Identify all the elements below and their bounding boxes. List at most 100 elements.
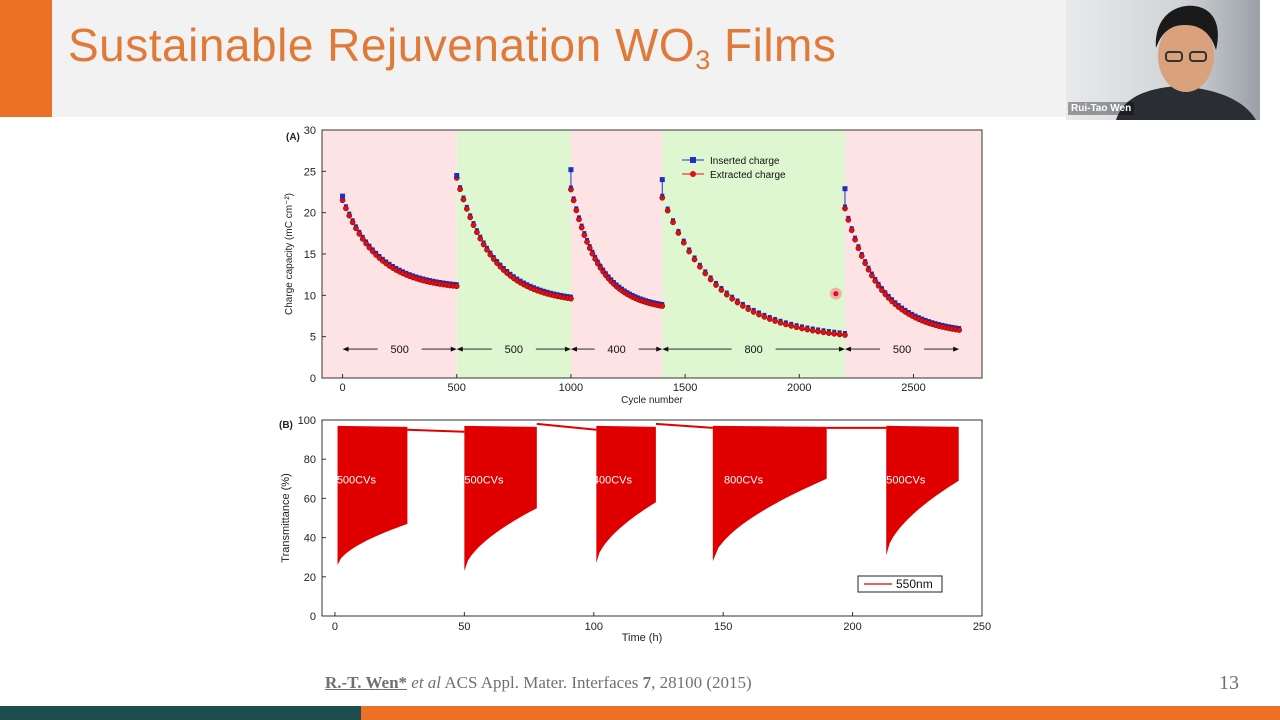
region-1 <box>456 130 571 378</box>
extracted-charge-point <box>576 216 582 223</box>
extracted-charge-point <box>359 236 366 242</box>
region-0 <box>322 130 457 378</box>
legend-box <box>857 575 943 593</box>
extracted-charge-point <box>956 327 963 333</box>
extracted-charge-point <box>349 219 356 226</box>
cycle-arrowhead-right <box>564 346 571 352</box>
y-tick-label: 0 <box>310 373 316 385</box>
extracted-charge-point <box>356 231 363 237</box>
y-tick-label: 30 <box>304 125 316 137</box>
y-tick-label: 15 <box>304 249 316 261</box>
extracted-charge-point <box>826 330 832 336</box>
extracted-charge-point <box>815 328 821 335</box>
citation-etal: et al <box>407 673 442 692</box>
participant-video[interactable] <box>1066 0 1260 120</box>
extracted-charge-point <box>697 263 703 270</box>
x-tick-label: 500 <box>448 382 466 394</box>
footer-bar-dark <box>0 706 361 720</box>
cv-block-label: 500CVs <box>464 475 504 487</box>
y-tick-label: 60 <box>304 493 316 505</box>
extracted-charge-point <box>686 248 692 255</box>
extracted-charge-point <box>460 196 467 203</box>
cv-cycling-block-1 <box>464 425 537 571</box>
citation: R.-T. Wen* et al ACS Appl. Mater. Interf… <box>325 673 752 693</box>
extracted-charge-point <box>487 251 494 258</box>
extracted-charge-point <box>862 260 868 267</box>
cv-block-label: 500CVs <box>886 475 926 487</box>
citation-author[interactable]: R.-T. Wen* <box>325 673 408 692</box>
cycle-arrowhead-right <box>450 346 457 352</box>
legend-extracted-marker <box>690 171 696 177</box>
cycle-arrowhead-right <box>838 346 845 352</box>
extracted-charge-point <box>848 227 855 234</box>
x-tick-label: 2500 <box>901 382 925 394</box>
extracted-charge-point <box>772 318 778 324</box>
inserted-peak-point-4 <box>842 186 848 192</box>
x-axis-label: Time (h) <box>622 632 663 644</box>
x-tick-label: 1000 <box>559 382 583 394</box>
extracted-charge-point <box>836 331 843 338</box>
extracted-charge-point <box>750 309 757 315</box>
extracted-charge-point <box>581 232 588 238</box>
outlier-point <box>833 291 839 297</box>
cycle-annotation-label: 800 <box>744 344 762 356</box>
region-2 <box>570 130 663 378</box>
y-axis-label: Transmittance (%) <box>280 473 292 562</box>
y-tick-label: 20 <box>304 208 316 220</box>
extracted-charge-point <box>740 303 746 309</box>
cycle-arrowhead-right <box>953 346 960 352</box>
citation-rest: , 28100 (2015) <box>651 673 752 692</box>
inserted-peak-point-2 <box>568 167 574 173</box>
extracted-charge-point <box>670 219 676 226</box>
y-tick-label: 5 <box>310 332 316 344</box>
y-tick-label: 80 <box>304 454 316 466</box>
extracted-charge-point <box>480 241 487 248</box>
cv-cycling-block-3 <box>712 425 827 562</box>
extracted-charge-point <box>463 206 470 212</box>
cv-block-label: 800CVs <box>724 475 764 487</box>
footer-bar-orange <box>361 706 1280 720</box>
extracted-charge-point <box>474 229 480 236</box>
y-tick-label: 40 <box>304 533 316 545</box>
extracted-charge-point <box>664 207 671 214</box>
extracted-charge-point <box>713 282 719 288</box>
chart-a-charge-capacity: 0 5 10 15 20 25 30 0 500 1000 1500 2000 2500 Cycle nu… <box>284 125 983 406</box>
x-tick-label: 1500 <box>673 382 697 394</box>
extracted-charge-point <box>756 311 762 318</box>
cycle-arrowhead-left <box>570 346 577 352</box>
cycle-arrowhead-left <box>662 346 669 352</box>
transmittance-baseline-2 <box>655 422 713 429</box>
extracted-charge-point <box>793 324 800 331</box>
extracted-charge-point <box>734 299 741 306</box>
extracted-charge-point <box>868 272 875 279</box>
cv-block-label: 500CVs <box>337 475 377 487</box>
panel-label: (A) <box>286 132 300 143</box>
title-main: Sustainable Rejuvenation WO <box>68 19 696 71</box>
slide-title: Sustainable Rejuvenation WO3 Films <box>68 18 836 76</box>
extracted-charge-point <box>570 197 577 204</box>
legend-inserted-label: Inserted charge <box>710 156 780 167</box>
cv-block-label: 400CVs <box>593 475 633 487</box>
x-tick-label: 100 <box>585 621 603 633</box>
x-tick-label: 50 <box>458 621 470 633</box>
extracted-charge-point <box>783 321 789 328</box>
chart-b-transmittance: 500CVs 500CVs 400CVs 800CVs 500CVs 0 20 40 60 80 1… <box>279 415 991 644</box>
extracted-charge-point <box>477 235 484 242</box>
extracted-charge-point <box>707 276 714 283</box>
cv-cycling-block-0 <box>337 425 408 566</box>
extracted-charge-point <box>691 256 698 263</box>
extracted-charge-point <box>343 205 349 212</box>
extracted-charge-point <box>820 329 827 336</box>
x-tick-label: 150 <box>714 621 732 633</box>
extracted-charge-point <box>858 253 865 259</box>
extracted-charge-point <box>875 282 882 289</box>
cv-cycling-block-2 <box>596 425 656 564</box>
extracted-charge-point <box>855 245 862 252</box>
extracted-charge-point <box>702 270 709 277</box>
title-subscript: 3 <box>695 45 711 75</box>
x-tick-label: 2000 <box>787 382 811 394</box>
extracted-charge-point <box>845 217 852 223</box>
title-accent-bar <box>0 0 52 117</box>
extracted-charge-point <box>723 291 730 298</box>
